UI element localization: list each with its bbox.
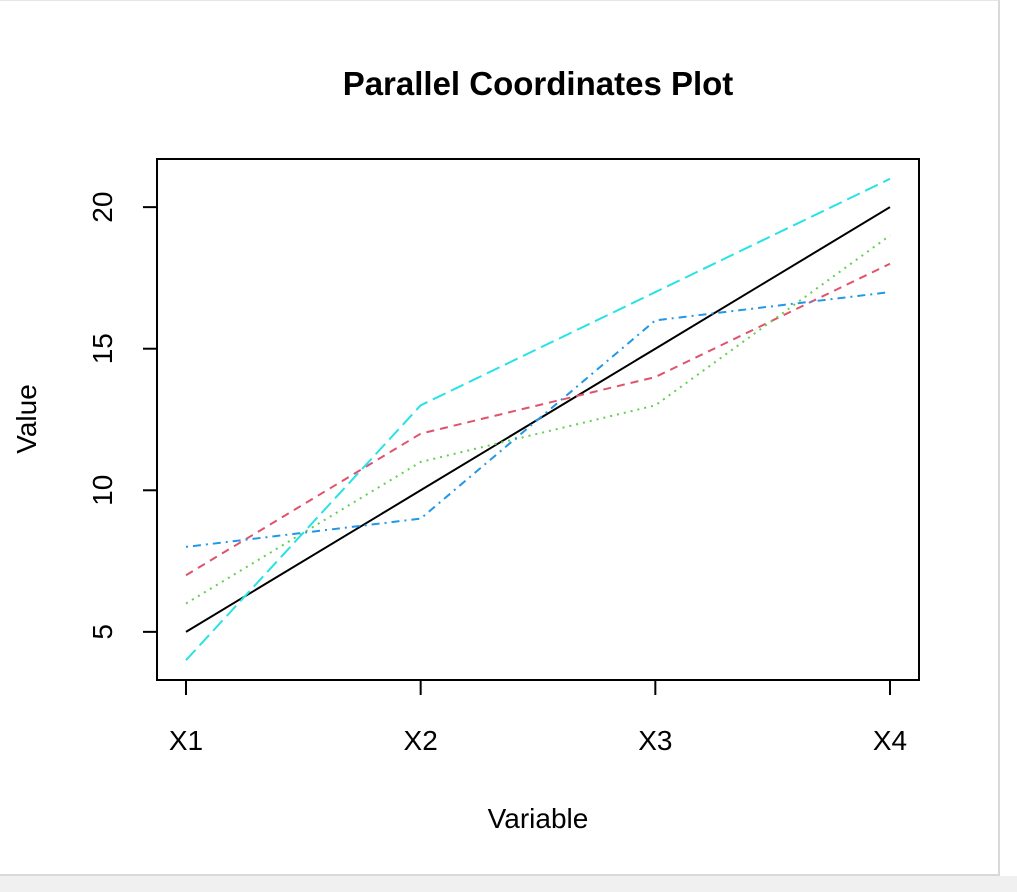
x-tick-label: X2: [404, 725, 438, 756]
series-line-4: [185, 291, 891, 548]
x-axis-label: Variable: [488, 803, 589, 834]
chart-title: Parallel Coordinates Plot: [343, 65, 734, 102]
y-axis: 5 10 15 20: [87, 192, 158, 640]
series-layer: [185, 177, 891, 661]
window-bottom-strip: [0, 876, 1017, 892]
plot-window: Parallel Coordinates Plot Variable Value…: [0, 0, 1000, 876]
y-tick-label: 15: [87, 333, 118, 364]
parallel-coordinates-chart: Parallel Coordinates Plot Variable Value…: [11, 65, 920, 834]
y-tick-label: 20: [87, 192, 118, 223]
series-line-5: [185, 177, 891, 661]
y-axis-label: Value: [11, 384, 42, 454]
y-tick-label: 10: [87, 475, 118, 506]
x-tick-label: X3: [638, 725, 672, 756]
series-line-2: [185, 262, 891, 577]
x-tick-label: X4: [873, 725, 907, 756]
y-tick-label: 5: [87, 624, 118, 640]
x-tick-label: X1: [169, 725, 203, 756]
x-axis: X1 X2 X3 X4: [169, 679, 907, 756]
